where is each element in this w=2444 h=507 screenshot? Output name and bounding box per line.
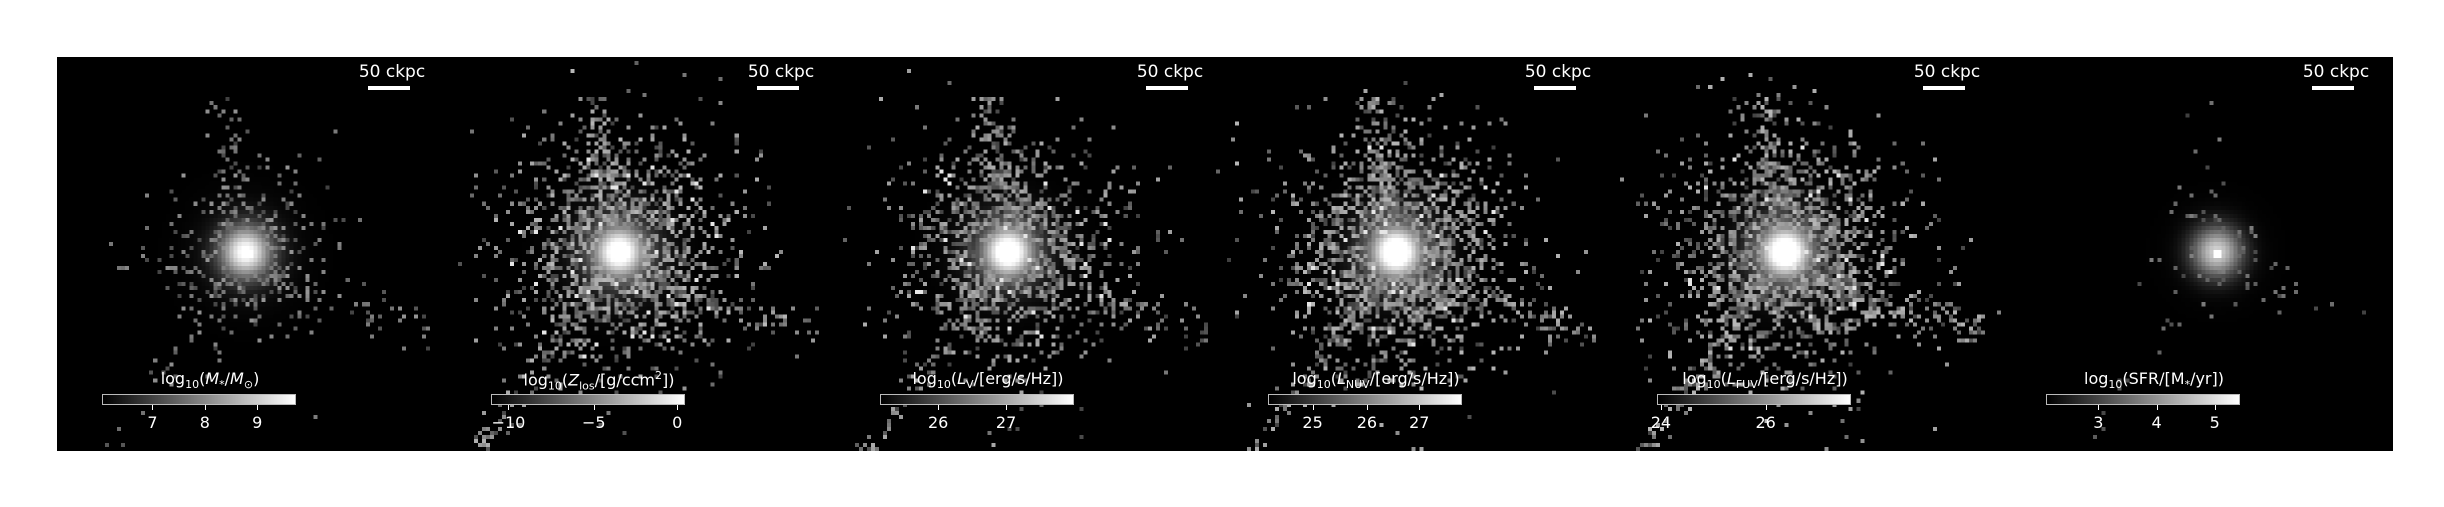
colorbar-tick (1765, 405, 1767, 410)
colorbar-tick (257, 405, 259, 410)
galaxy-map-lnuv (1223, 57, 1612, 451)
map-panel-lnuv: 50 ckpc log10(LNUV/[erg/s/Hz]) 25 26 27 (1223, 57, 1612, 451)
colorbar-tick (1312, 405, 1314, 410)
colorbar-tick (508, 405, 510, 410)
scalebar-label: 50 ckpc (1136, 62, 1204, 82)
colorbar (491, 394, 685, 405)
colorbar-title: log10(LFUV/[erg/s/Hz]) (1682, 369, 1848, 392)
scalebar-label: 50 ckpc (747, 62, 815, 82)
scalebar (757, 86, 799, 90)
image-panel-strip: 50 ckpc log10(M*/M⊙) 7 8 9 50 ckpc log10(Zlos/… (57, 57, 2393, 451)
colorbar-tick-label: 24 (1650, 413, 1672, 432)
colorbar (880, 394, 1074, 405)
colorbar-tick-label: 5 (2209, 413, 2220, 432)
scalebar (368, 86, 410, 90)
colorbar-tick (677, 405, 679, 410)
map-panel-sfr: 50 ckpc log10(SFR/[M*/yr]) 3 4 5 (2001, 57, 2390, 451)
colorbar-title: log10(M*/M⊙) (160, 369, 260, 392)
colorbar-tick-label: 26 (1755, 413, 1776, 432)
colorbar-title: log10(LV/[erg/s/Hz]) (912, 369, 1064, 392)
colorbar (102, 394, 296, 405)
scalebar-label: 50 ckpc (1913, 62, 1981, 82)
map-panel-lfuv: 50 ckpc log10(LFUV/[erg/s/Hz]) 24 26 (1612, 57, 2001, 451)
colorbar-title: log10(LNUV/[erg/s/Hz]) (1292, 369, 1460, 392)
galaxy-map-lv (835, 57, 1224, 451)
scalebar-label: 50 ckpc (358, 62, 426, 82)
map-panel-lv: 50 ckpc log10(LV/[erg/s/Hz]) 26 27 (835, 57, 1224, 451)
colorbar-tick-label: 0 (672, 413, 683, 432)
colorbar-tick (1419, 405, 1421, 410)
colorbar-title: log10(Zlos/[g/ccm2]) (523, 369, 675, 393)
colorbar-tick (2156, 405, 2158, 410)
colorbar (1657, 394, 1851, 405)
colorbar-tick (938, 405, 940, 410)
scalebar (1923, 86, 1965, 90)
galaxy-map-metal (446, 57, 835, 451)
colorbar-tick (1366, 405, 1368, 410)
colorbar-tick (152, 405, 154, 410)
scalebar (1534, 86, 1576, 90)
colorbar-tick (2098, 405, 2100, 410)
colorbar-tick-label: 25 (1302, 413, 1323, 432)
galaxy-map-mass (57, 57, 446, 451)
colorbar-tick-label: −5 (582, 413, 606, 432)
colorbar-tick-label: 3 (2093, 413, 2104, 432)
map-panel-metal: 50 ckpc log10(Zlos/[g/ccm2]) −10 −5 0 (446, 57, 835, 451)
colorbar-tick-label: 27 (1409, 413, 1430, 432)
colorbar-tick (2214, 405, 2216, 410)
colorbar-title: log10(SFR/[M*/yr]) (2084, 369, 2224, 392)
colorbar-tick-label: 8 (199, 413, 210, 432)
colorbar-tick-label: 9 (252, 413, 263, 432)
colorbar-tick (1660, 405, 1662, 410)
colorbar-tick-label: 27 (995, 413, 1017, 432)
colorbar-tick-label: 4 (2151, 413, 2162, 432)
colorbar-tick-label: −10 (491, 413, 526, 432)
colorbar-tick-label: 7 (147, 413, 158, 432)
scalebar-label: 50 ckpc (1524, 62, 1592, 82)
colorbar (2046, 394, 2240, 405)
colorbar-tick (1006, 405, 1008, 410)
colorbar (1268, 394, 1462, 405)
scalebar (1146, 86, 1188, 90)
galaxy-map-lfuv (1612, 57, 2001, 451)
colorbar-tick-label: 26 (1356, 413, 1378, 432)
galaxy-map-sfr (2001, 57, 2390, 451)
scalebar (2312, 86, 2354, 90)
colorbar-tick-label: 26 (928, 413, 949, 432)
colorbar-tick (204, 405, 206, 410)
scalebar-label: 50 ckpc (2302, 62, 2370, 82)
colorbar-tick (593, 405, 595, 410)
map-panel-mass: 50 ckpc log10(M*/M⊙) 7 8 9 (57, 57, 446, 451)
